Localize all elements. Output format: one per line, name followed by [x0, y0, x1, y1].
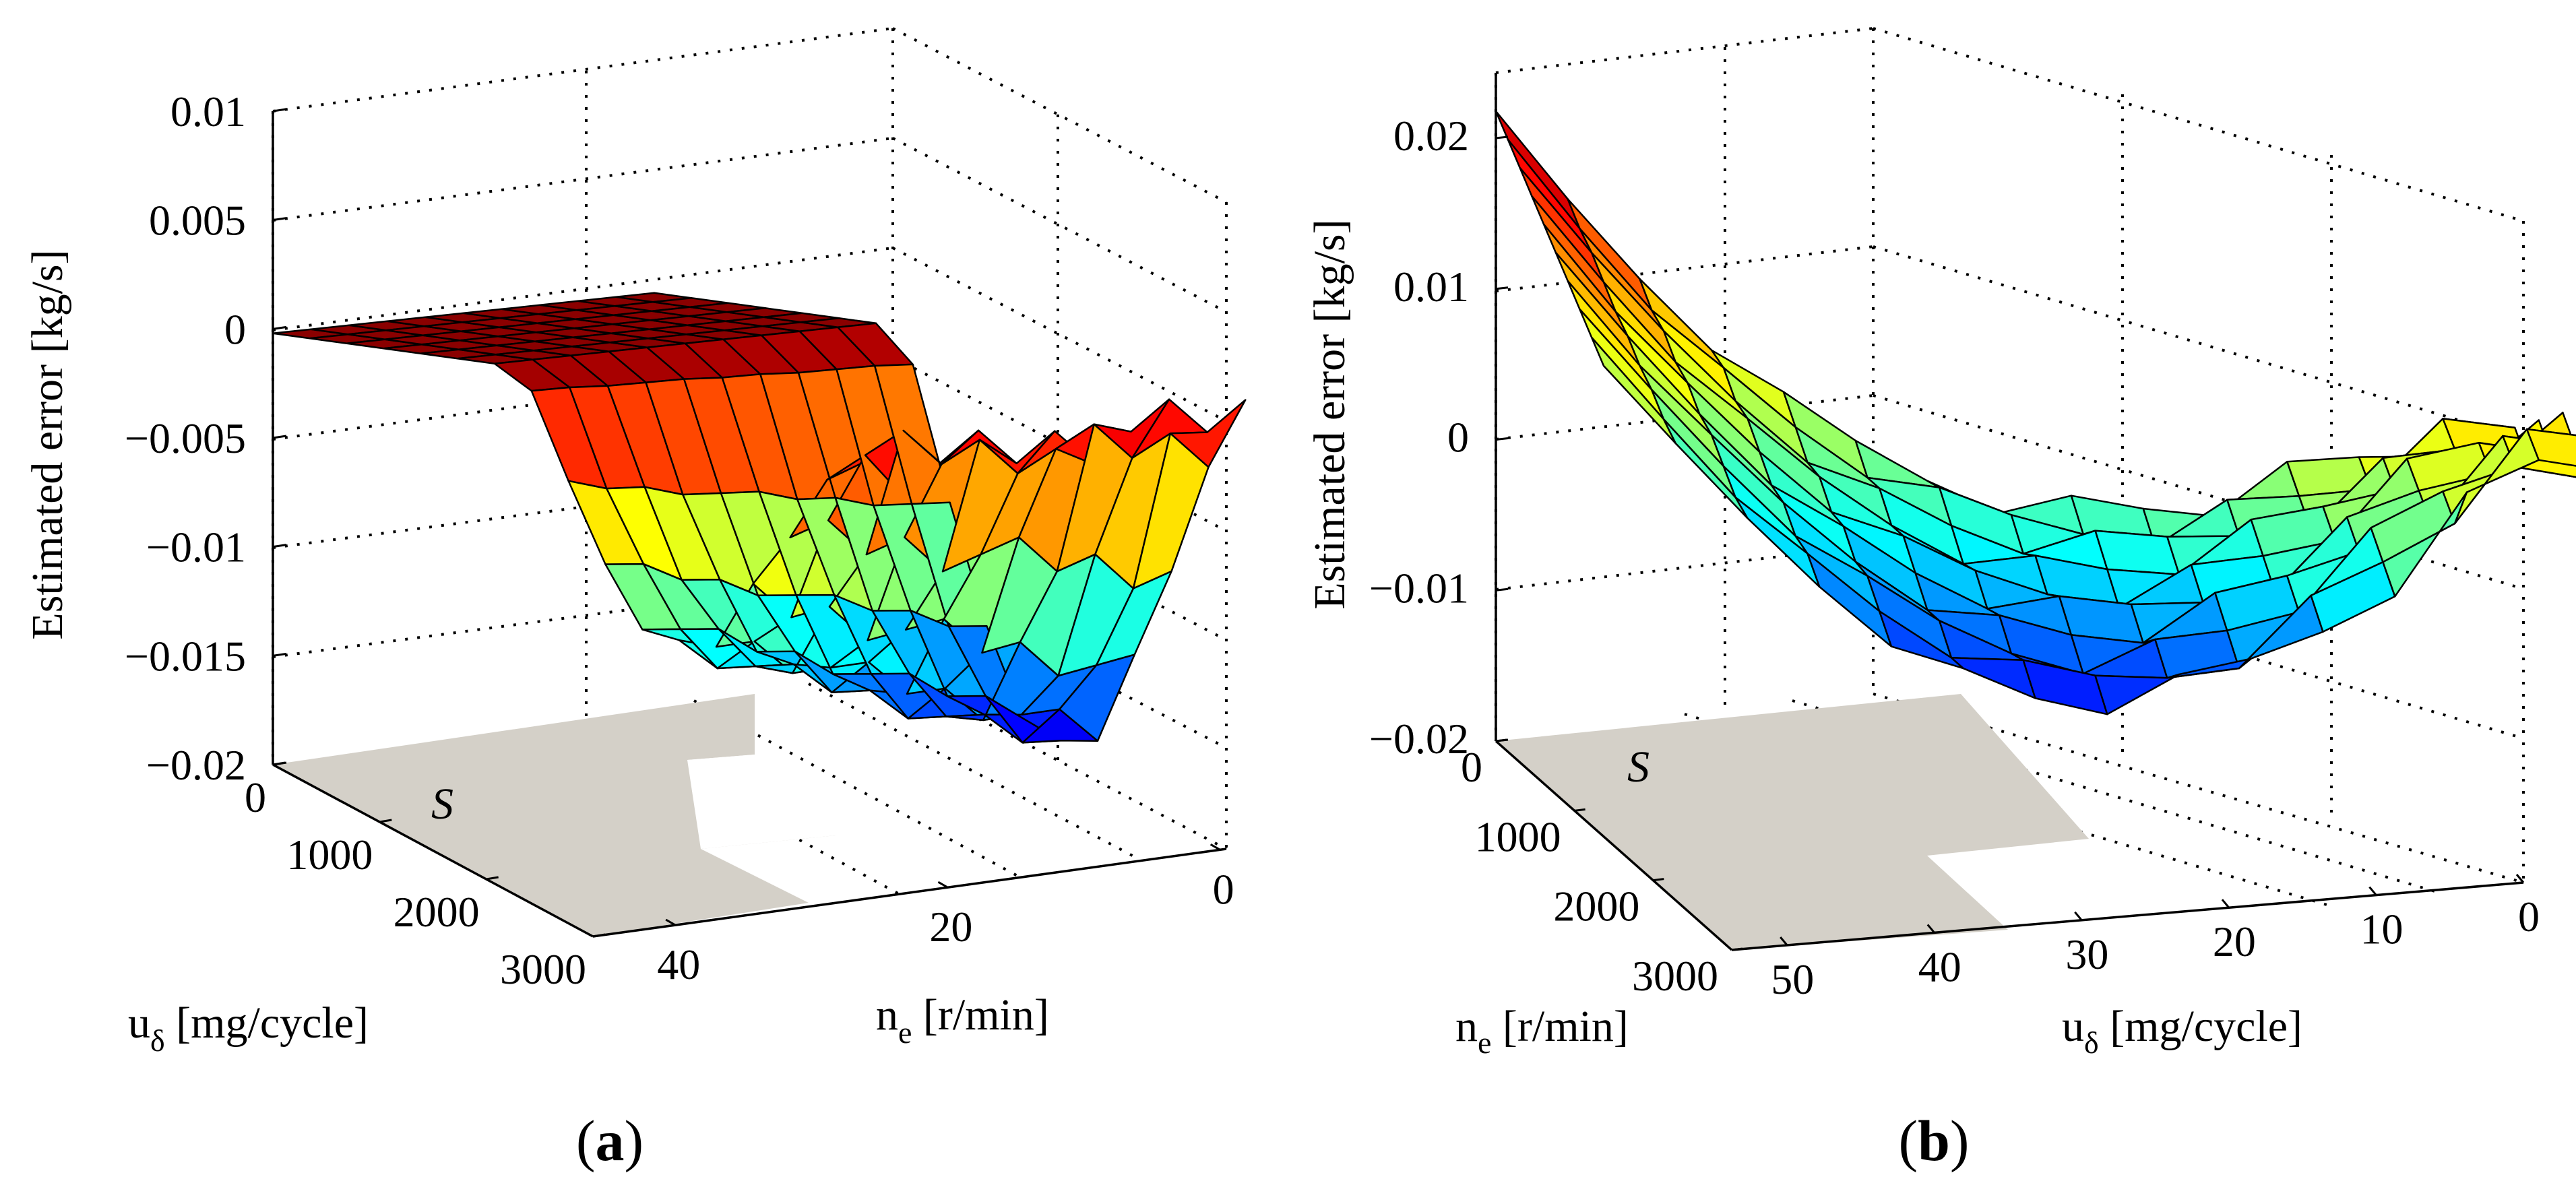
panel-a-z-label: Estimated error [kg/s] — [23, 249, 72, 639]
panel-b-surface-patch — [2094, 673, 2180, 715]
panel-b-y-tick: 0 — [2518, 893, 2540, 941]
panel-b-z-tick: 0 — [1447, 414, 1469, 461]
panel-a-z-tick: −0.015 — [125, 632, 246, 680]
panel-a-x-axis — [272, 763, 594, 938]
panel-b: S 0.02 0.01 0 −0.01 −0.02 0 1000 2000 3000 50 40… — [1305, 27, 2576, 1173]
panel-b-z-tick: −0.02 — [1369, 715, 1469, 763]
panel-a-x-tick: 1000 — [286, 831, 373, 879]
panel-a: S 0.01 0.005 0 −0.005 −0.01 −0.015 −0.02 0 1000… — [23, 27, 1247, 1173]
panel-b-x-tick: 3000 — [1632, 952, 1718, 1000]
panel-a-z-tick: 0.005 — [149, 197, 246, 245]
panel-b-x-ticks: 0 1000 2000 3000 — [1461, 738, 1743, 1000]
panel-b-y-tick: 10 — [2360, 905, 2403, 953]
panel-a-y-tick: 0 — [1213, 865, 1234, 913]
panel-b-caption: (b) — [1898, 1108, 1969, 1173]
panel-b-y-tick: 20 — [2213, 918, 2256, 965]
panel-a-z-ticks: 0.01 0.005 0 −0.005 −0.01 −0.015 −0.02 — [125, 88, 287, 789]
panel-a-z-tick: −0.01 — [146, 523, 246, 571]
panel-a-x-tick: 0 — [245, 773, 266, 821]
panel-a-x-ticks: 0 1000 2000 3000 — [245, 761, 606, 993]
panel-a-region-label: S — [431, 779, 453, 829]
panel-a-surface — [272, 292, 1247, 744]
panel-b-x-tick: 2000 — [1553, 883, 1639, 930]
panel-a-z-tick: 0.01 — [170, 88, 246, 135]
panel-b-z-tick: 0.01 — [1393, 263, 1469, 311]
panel-b-y-axis — [1731, 881, 2524, 951]
panel-b-y-ticks: 50 40 30 20 10 0 — [1771, 874, 2540, 1003]
panel-a-z-tick: 0 — [224, 305, 246, 353]
panel-b-surface-patch — [2525, 428, 2576, 467]
panel-a-y-axis — [592, 848, 1227, 938]
panel-a-y-tick: 40 — [657, 941, 700, 988]
panel-a-x-tick: 3000 — [500, 945, 586, 993]
panel-a-y-label: ne [r/min] — [876, 990, 1049, 1050]
panel-b-z-tick: −0.01 — [1369, 564, 1469, 612]
panel-a-surface-patch — [1169, 399, 1247, 468]
panel-b-surface — [1495, 110, 2576, 715]
panel-b-x-tick: 1000 — [1475, 812, 1561, 860]
panel-b-y-tick: 50 — [1771, 955, 1814, 1003]
panel-a-x-tick: 2000 — [394, 888, 480, 936]
panel-a-caption: (a) — [576, 1108, 643, 1173]
panel-b-y-label: uδ [mg/cycle] — [2062, 1002, 2302, 1060]
panel-b-surface-patch — [1950, 657, 2036, 699]
panel-b-z-ticks: 0.02 0.01 0 −0.01 −0.02 — [1369, 112, 1509, 763]
panel-b-x-label: ne [r/min] — [1455, 1002, 1629, 1060]
panel-b-y-tick: 40 — [1918, 943, 1961, 990]
panel-b-y-tick: 30 — [2065, 930, 2108, 978]
panel-b-z-label: Estimated error [kg/s] — [1305, 219, 1354, 609]
panel-b-x-axis — [1495, 740, 1733, 951]
panel-b-x-tick: 0 — [1461, 743, 1482, 791]
panel-a-y-ticks: 40 20 0 — [657, 843, 1234, 988]
panel-b-z-tick: 0.02 — [1393, 112, 1469, 160]
panel-a-region-s — [273, 694, 836, 936]
panel-b-region-label: S — [1627, 742, 1650, 792]
panel-b-region-s — [1496, 694, 2089, 950]
panel-a-y-tick: 20 — [929, 903, 972, 951]
panel-a-x-label: uδ [mg/cycle] — [128, 998, 369, 1058]
panel-a-z-tick: −0.005 — [125, 414, 246, 462]
panel-a-z-tick: −0.02 — [146, 741, 246, 789]
